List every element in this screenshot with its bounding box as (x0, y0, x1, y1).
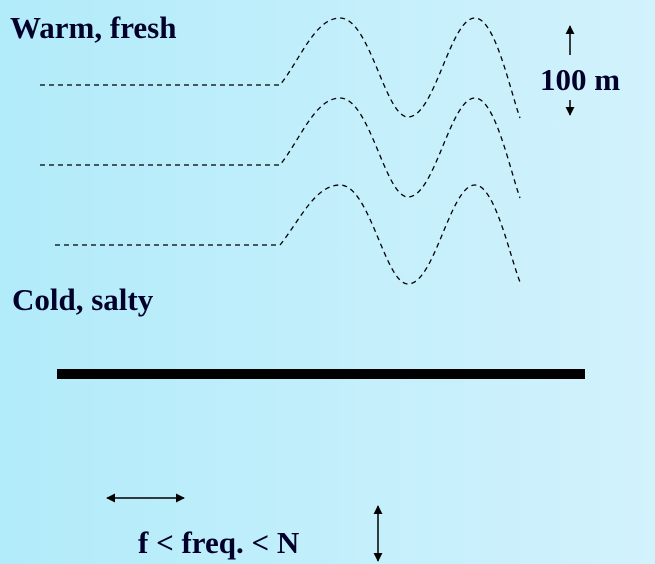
scale-label: 100 m (540, 62, 620, 97)
isopycnal-wave (40, 17, 521, 119)
top-layer-label: Warm, fresh (10, 10, 176, 45)
isopycnal-wave (55, 184, 521, 285)
isopycnal-wave (40, 97, 521, 199)
bottom-layer-label: Cold, salty (12, 282, 154, 317)
frequency-label: f < freq. < N (138, 525, 299, 560)
